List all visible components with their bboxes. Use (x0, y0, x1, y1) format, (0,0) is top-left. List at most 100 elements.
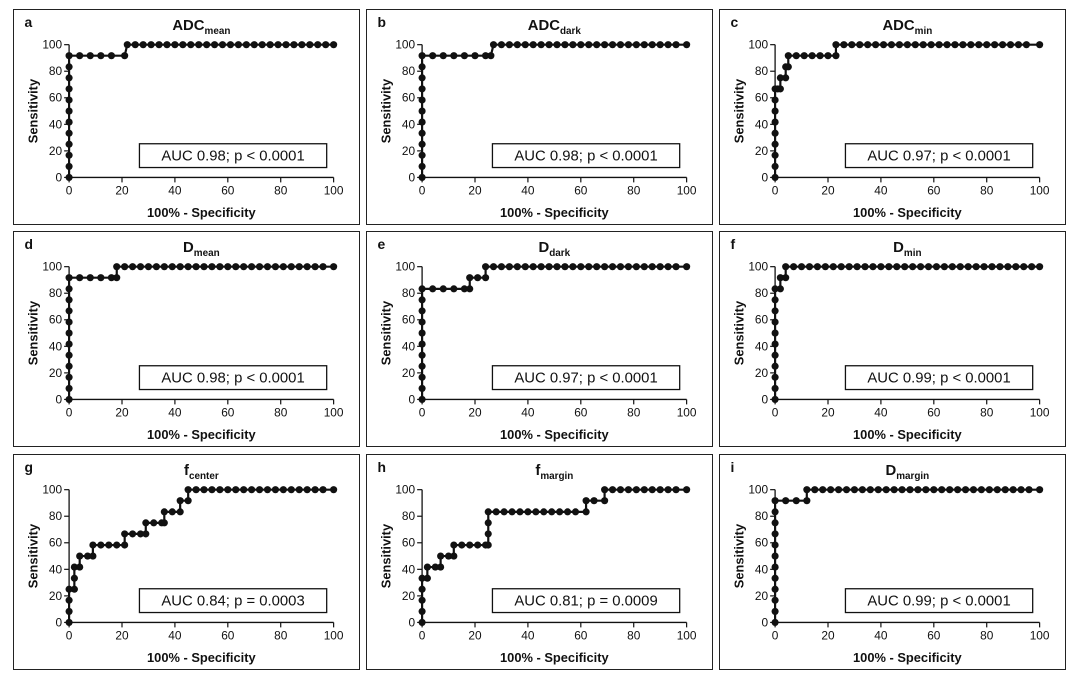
roc-point (65, 162, 73, 170)
roc-point (121, 263, 129, 271)
roc-point (866, 486, 874, 494)
roc-point (911, 41, 919, 49)
y-axis-label: Sensitivity (378, 300, 393, 365)
x-axis-label: 100% - Specificity (500, 650, 609, 665)
y-tick-label: 0 (762, 392, 769, 406)
y-tick-label: 0 (409, 615, 416, 629)
roc-point (608, 486, 617, 494)
roc-point (683, 41, 691, 49)
roc-point (306, 41, 314, 49)
roc-point (418, 162, 426, 170)
roc-point (850, 486, 859, 494)
roc-point (192, 486, 200, 494)
roc-point (65, 274, 73, 282)
chart-title-main: D (886, 463, 897, 479)
roc-point (571, 508, 580, 516)
x-tick-label: 80 (627, 405, 641, 419)
roc-point (232, 486, 240, 494)
roc-point (65, 173, 73, 182)
roc-point (330, 486, 338, 494)
y-axis-label: Sensitivity (731, 78, 746, 143)
y-tick-label: 100 (748, 483, 768, 497)
roc-point (450, 285, 458, 293)
roc-point (853, 263, 861, 271)
roc-point (497, 263, 506, 271)
roc-point (782, 274, 790, 282)
roc-point (601, 263, 609, 271)
roc-point (471, 52, 479, 60)
x-axis-label: 100% - Specificity (147, 427, 256, 442)
y-tick-label: 80 (755, 286, 769, 300)
chart-title-subscript: margin (896, 471, 929, 482)
roc-point (1004, 263, 1012, 271)
roc-point (121, 52, 129, 60)
roc-point (792, 497, 800, 505)
roc-point (290, 41, 298, 49)
roc-point (932, 263, 941, 271)
roc-point (418, 395, 426, 404)
y-tick-label: 80 (49, 509, 63, 523)
roc-point (505, 41, 513, 49)
roc-point (771, 118, 779, 126)
roc-point (65, 373, 73, 381)
roc-point (616, 486, 625, 494)
x-tick-label: 40 (521, 628, 535, 642)
roc-point (65, 596, 73, 604)
roc-point (163, 41, 171, 49)
roc-point (964, 263, 972, 271)
roc-point (460, 285, 468, 293)
roc-point (656, 41, 664, 49)
y-tick-label: 100 (395, 260, 415, 274)
roc-point (121, 530, 129, 538)
roc-point (776, 274, 784, 282)
roc-point (529, 41, 537, 49)
y-tick-label: 40 (49, 117, 63, 131)
roc-point (187, 41, 195, 49)
chart-title-main: f (184, 463, 189, 479)
roc-point (524, 508, 532, 516)
chart-title-subscript: dark (549, 248, 570, 259)
y-tick-label: 60 (49, 313, 63, 327)
x-tick-label: 60 (574, 183, 588, 197)
roc-point (648, 41, 656, 49)
y-tick-label: 20 (402, 366, 416, 380)
auc-box (491, 365, 681, 391)
roc-point (616, 41, 625, 49)
roc-point (582, 508, 590, 516)
roc-point (1006, 41, 1015, 49)
roc-point (885, 263, 893, 271)
roc-point (319, 263, 327, 271)
roc-point (208, 486, 216, 494)
roc-point (771, 618, 779, 627)
roc-point (601, 497, 609, 505)
roc-point (65, 585, 73, 593)
chart-title-main: D (183, 240, 194, 256)
roc-point (532, 508, 540, 516)
roc-point (919, 41, 927, 49)
roc-point (840, 41, 848, 49)
roc-point (279, 486, 287, 494)
x-axis-label: 100% - Specificity (853, 650, 962, 665)
auc-box (138, 143, 328, 169)
x-tick-label: 100 (1030, 183, 1050, 197)
roc-point (482, 52, 490, 60)
x-tick-label: 0 (772, 628, 779, 642)
x-axis-label: 100% - Specificity (147, 205, 256, 220)
roc-point (601, 41, 609, 49)
auc-annotation: AUC 0.98; p < 0.0001 (514, 149, 657, 165)
chart-panel-c: c ADCmin 0 20 40 60 80 100 0 20 40 60 80 100 100% - Sp… (719, 9, 1066, 225)
roc-point (160, 508, 168, 516)
roc-point (864, 41, 872, 49)
roc-point (561, 41, 569, 49)
roc-point (608, 263, 617, 271)
roc-point (311, 486, 319, 494)
roc-point (208, 263, 216, 271)
x-tick-label: 20 (468, 183, 482, 197)
auc-box (491, 143, 681, 169)
roc-point (529, 263, 537, 271)
x-tick-label: 0 (66, 405, 73, 419)
y-tick-label: 40 (755, 117, 769, 131)
roc-point (487, 52, 495, 60)
roc-point (136, 530, 145, 538)
roc-point (89, 552, 97, 560)
